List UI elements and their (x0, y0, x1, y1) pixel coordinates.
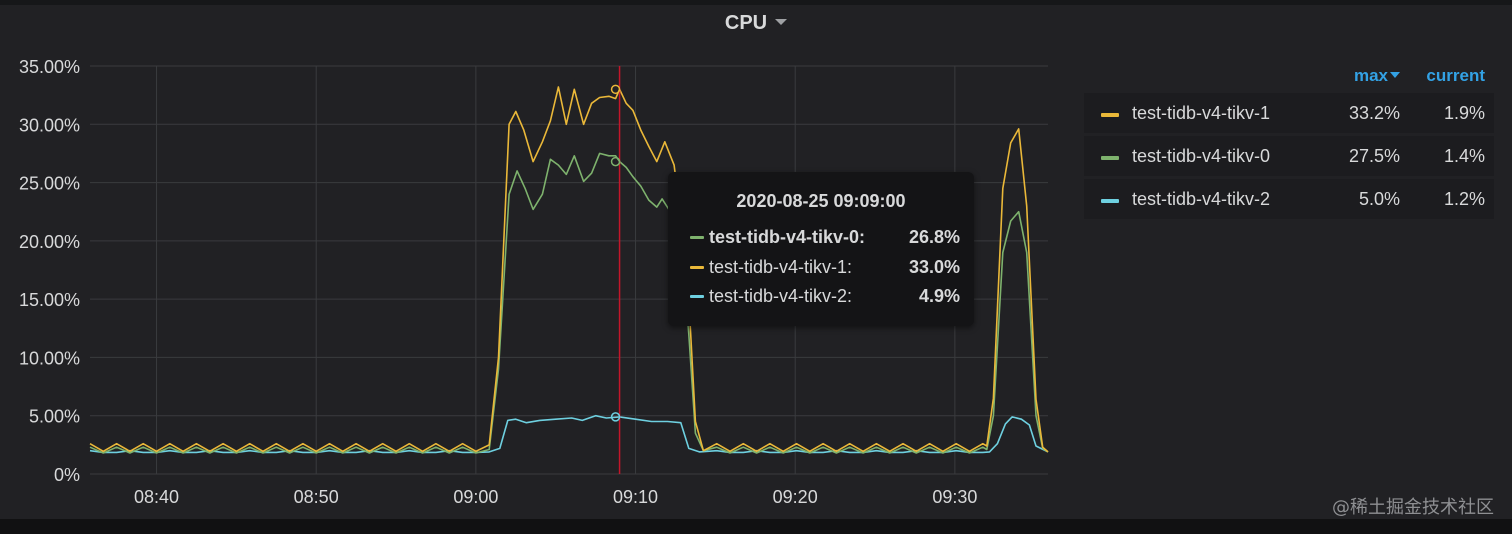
legend-swatch[interactable] (1101, 156, 1119, 160)
legend-row[interactable]: test-tidb-v4-tikv-0 27.5% 1.4% (1084, 136, 1494, 176)
legend-swatch[interactable] (1101, 113, 1119, 117)
hover-tooltip: 2020-08-25 09:09:00 test-tidb-v4-tikv-0:… (668, 172, 974, 326)
series-line-test-tidb-v4-tikv-0 (89, 152, 1049, 454)
chart-series (89, 86, 1049, 454)
x-tick-label: 09:00 (453, 487, 498, 507)
tooltip-swatch (690, 236, 704, 239)
tooltip-series-value: 26.8% (908, 227, 960, 247)
x-tick-label: 08:40 (134, 487, 179, 507)
y-tick-label: 15.00% (19, 290, 80, 310)
legend-current-value: 1.4% (1443, 146, 1485, 166)
tooltip-series-name: test-tidb-v4-tikv-1: (709, 257, 853, 277)
chevron-down-icon[interactable] (775, 19, 788, 25)
tooltip-series-value: 4.9% (918, 286, 960, 306)
legend-max-value: 5.0% (1358, 189, 1400, 209)
tooltip-series-value: 33.0% (908, 257, 960, 277)
y-tick-label: 35.00% (19, 57, 80, 77)
panel-title[interactable]: CPU (0, 12, 1512, 35)
y-tick-label: 25.00% (19, 174, 80, 194)
hover-point (610, 156, 621, 167)
legend-series-name[interactable]: test-tidb-v4-tikv-0 (1132, 146, 1271, 166)
tooltip-title: 2020-08-25 09:09:00 (736, 191, 906, 211)
tooltip-row: test-tidb-v4-tikv-1: 33.0% (690, 255, 960, 279)
legend-max-value: 27.5% (1348, 146, 1400, 166)
legend-series-name[interactable]: test-tidb-v4-tikv-1 (1132, 103, 1271, 123)
legend-series-name[interactable]: test-tidb-v4-tikv-2 (1132, 189, 1271, 209)
legend-current-value: 1.2% (1443, 189, 1485, 209)
legend-header-max-label[interactable]: max (1353, 66, 1388, 85)
bottom-bar (0, 519, 1512, 534)
watermark: @稀土掘金技术社区 (1332, 497, 1494, 518)
y-tick-label: 0% (54, 465, 80, 485)
y-tick-label: 20.00% (19, 232, 80, 252)
legend-max-value: 33.2% (1348, 103, 1400, 123)
tooltip-swatch (690, 266, 704, 269)
y-axis: 0% 5.00% 10.00% 15.00% 20.00% 25.00% 30.00% 35.… (19, 57, 80, 485)
sort-desc-icon[interactable] (1390, 72, 1400, 78)
x-tick-label: 09:10 (613, 487, 658, 507)
hover-point (610, 412, 621, 422)
crosshair (610, 66, 621, 474)
legend-row[interactable]: test-tidb-v4-tikv-1 33.2% 1.9% (1084, 93, 1494, 133)
legend-current-value: 1.9% (1443, 103, 1485, 123)
y-tick-label: 30.00% (19, 115, 80, 135)
series-line-test-tidb-v4-tikv-1 (89, 86, 1049, 453)
y-tick-label: 10.00% (19, 348, 80, 368)
y-tick-label: 5.00% (29, 407, 80, 427)
legend-header-max[interactable]: max (1354, 66, 1400, 86)
hover-point (610, 84, 621, 95)
legend-row[interactable]: test-tidb-v4-tikv-2 5.0% 1.2% (1084, 179, 1494, 219)
cpu-chart: 0% 5.00% 10.00% 15.00% 20.00% 25.00% 30.00% 35.… (19, 57, 1049, 507)
x-tick-label: 09:20 (773, 487, 818, 507)
x-tick-label: 08:50 (294, 487, 339, 507)
tooltip-series-name: test-tidb-v4-tikv-0: (709, 227, 866, 247)
tooltip-row: test-tidb-v4-tikv-2: 4.9% (690, 284, 960, 308)
panel-title-text[interactable]: CPU (724, 12, 768, 34)
x-axis: 08:40 08:50 09:00 09:10 09:20 09:30 (134, 487, 977, 507)
tooltip-series-name: test-tidb-v4-tikv-2: (709, 286, 853, 306)
tooltip-row: test-tidb-v4-tikv-0: 26.8% (690, 225, 960, 249)
legend-swatch[interactable] (1101, 199, 1119, 203)
x-tick-label: 09:30 (932, 487, 977, 507)
legend-header-current[interactable]: current (1426, 66, 1485, 85)
tooltip-swatch (690, 295, 704, 298)
